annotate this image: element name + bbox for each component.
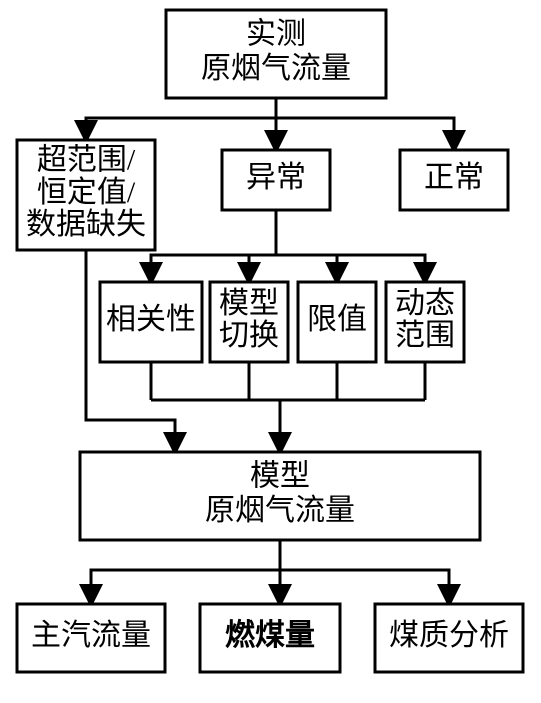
- node-n9: 模型原烟气流量: [80, 452, 480, 540]
- edge-n3-n8: [276, 210, 425, 282]
- node-n7: 限值: [298, 282, 376, 362]
- edge-n9-n10: [91, 540, 280, 604]
- node-n3: 异常: [222, 150, 330, 210]
- node-n4: 正常: [400, 150, 508, 210]
- node-n12: 煤质分析: [375, 604, 523, 672]
- node-label-n5-line0: 相关性: [106, 303, 196, 336]
- node-label-n1-line1: 原烟气流量: [201, 52, 351, 85]
- node-label-n4-line0: 正常: [424, 161, 484, 194]
- node-label-n8-line0: 动态: [395, 287, 455, 320]
- node-label-n2-line2: 数据缺失: [26, 208, 146, 241]
- node-label-n9-line0: 模型: [250, 460, 310, 493]
- node-label-n9-line1: 原烟气流量: [205, 494, 355, 527]
- node-label-n6-line1: 切换: [219, 319, 279, 352]
- node-label-n2-line1: 恒定值/: [37, 176, 136, 209]
- node-n8: 动态范围: [386, 282, 464, 362]
- node-label-n7-line0: 限值: [307, 303, 367, 336]
- node-label-n2-line0: 超范围/: [37, 144, 136, 177]
- nodes-layer: 实测原烟气流量超范围/恒定值/数据缺失异常正常相关性模型切换限值动态范围模型原烟…: [17, 10, 523, 672]
- node-label-n6-line0: 模型: [219, 287, 279, 320]
- node-n2: 超范围/恒定值/数据缺失: [17, 140, 155, 250]
- node-label-n12-line0: 煤质分析: [389, 619, 509, 652]
- edge-n3-n7: [276, 210, 337, 282]
- node-label-n8-line1: 范围: [395, 319, 455, 352]
- node-n11: 燃煤量: [200, 604, 340, 672]
- edge-n3-n5: [151, 210, 276, 282]
- node-label-n10-line0: 主汽流量: [31, 619, 151, 652]
- node-label-n3-line0: 异常: [246, 161, 306, 194]
- node-n1: 实测原烟气流量: [166, 10, 386, 98]
- node-label-n11-line0: 燃煤量: [225, 619, 315, 652]
- edge-n1-n4: [276, 98, 454, 150]
- flowchart-canvas: 实测原烟气流量超范围/恒定值/数据缺失异常正常相关性模型切换限值动态范围模型原烟…: [0, 0, 541, 703]
- node-label-n1-line0: 实测: [246, 18, 306, 51]
- node-n6: 模型切换: [210, 282, 288, 362]
- edge-n3-n6: [249, 210, 276, 282]
- node-n5: 相关性: [100, 282, 202, 362]
- edge-n1-n2: [86, 98, 276, 140]
- edge-n9-n12: [280, 540, 449, 604]
- node-n10: 主汽流量: [17, 604, 165, 672]
